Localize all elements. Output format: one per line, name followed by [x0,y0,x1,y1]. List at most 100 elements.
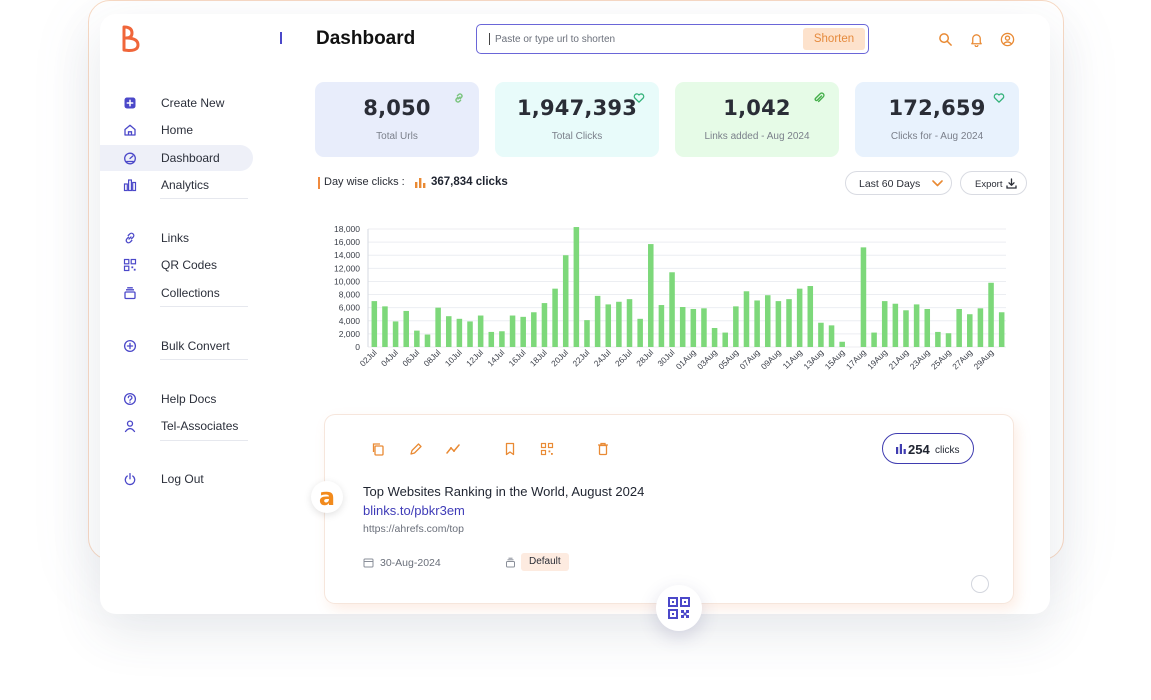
chart-bar[interactable] [414,330,420,347]
chart-bar[interactable] [658,305,665,347]
sidebar-toggle[interactable] [280,32,282,44]
date-range-select[interactable]: Last 60 Days [845,171,952,195]
chart-bar[interactable] [541,303,548,347]
chart-bar[interactable] [594,295,601,347]
chart-bar[interactable] [871,332,877,347]
chart-bar[interactable] [435,307,441,347]
chart-bar[interactable] [701,308,707,347]
sidebar-item-log-out[interactable]: Log Out [100,466,253,492]
search-icon[interactable] [938,32,953,47]
chart-bar[interactable] [945,333,952,347]
sidebar-item-help-docs[interactable]: Help Docs [100,386,253,412]
sidebar-item-qr-codes[interactable]: QR Codes [100,252,253,278]
copy-icon[interactable] [371,442,385,456]
chart-bar[interactable] [669,272,675,347]
chart-bar[interactable] [531,312,537,347]
chart-bar[interactable] [818,322,824,347]
chart-bar[interactable] [424,334,431,347]
short-url-link[interactable]: blinks.to/pbkr3em [363,503,465,518]
chart-bar[interactable] [796,288,803,347]
chart-bar[interactable] [371,301,378,347]
chart-bar[interactable] [467,321,473,347]
brand-logo-icon[interactable] [120,24,142,56]
chart-bar[interactable] [860,247,867,347]
chart-bar[interactable] [881,301,888,347]
chart-bar[interactable] [499,331,505,347]
chart-bar[interactable] [828,325,835,347]
sidebar-item-home[interactable]: Home [100,117,253,143]
qr-code-icon[interactable] [540,442,554,456]
sidebar-item-analytics[interactable]: Analytics [100,172,253,198]
chart-bar[interactable] [913,304,920,347]
x-tick-label: 10Jul [443,347,464,368]
sidebar-item-collections[interactable]: Collections [100,280,253,306]
sidebar-item-create-new[interactable]: Create New [100,90,253,116]
chart-bar[interactable] [743,291,750,347]
collection-tag[interactable]: Default [521,553,569,571]
clicks-count-badge[interactable]: 254 clicks [882,433,974,464]
chart-bar[interactable] [935,331,941,347]
chart-bar[interactable] [679,307,686,347]
chart-bar[interactable] [477,315,484,347]
chart-bar[interactable] [456,318,463,347]
chart-bar[interactable] [967,314,973,347]
plus-circle-icon [123,339,137,353]
help-circle-icon [123,392,137,406]
select-radio[interactable] [971,575,989,593]
chart-bar[interactable] [584,320,590,347]
url-input[interactable] [495,30,795,48]
chart-bar[interactable] [807,286,814,347]
link-icon [455,93,463,103]
chart-bar[interactable] [616,301,622,347]
chart-bar[interactable] [733,306,739,347]
chart-bar[interactable] [520,316,526,347]
chart-bar[interactable] [573,227,580,347]
x-tick-label: 13Aug [801,347,825,371]
chart-bar[interactable] [956,308,962,347]
x-tick-label: 08Jul [421,347,442,368]
chart-bar[interactable] [775,301,782,347]
delete-trash-icon[interactable] [596,442,610,456]
export-button[interactable]: Export [960,171,1027,195]
chart-bar[interactable] [754,300,760,347]
qr-floating-button[interactable] [656,585,702,631]
sidebar-item-bulk-convert[interactable]: Bulk Convert [100,333,253,359]
chart-bar[interactable] [648,244,654,347]
chart-bar[interactable] [562,255,569,347]
chart-bar[interactable] [552,288,558,347]
chart-bar[interactable] [988,282,994,347]
chart-bar[interactable] [605,304,612,347]
sidebar-item-links[interactable]: Links [100,225,253,251]
chart-bar[interactable] [998,312,1005,347]
chart-bar[interactable] [711,327,718,347]
sidebar-item-tel-associates[interactable]: Tel-Associates [100,413,253,439]
chart-bar[interactable] [488,331,495,347]
original-url[interactable]: https://ahrefs.com/top [363,523,464,535]
chart-bar[interactable] [445,316,452,347]
sidebar-item-dashboard[interactable]: Dashboard [100,144,253,171]
shorten-button[interactable]: Shorten [803,28,865,50]
chart-bar[interactable] [786,299,792,347]
edit-pencil-icon[interactable] [409,442,423,456]
chart-bar[interactable] [903,310,909,347]
chart-bar[interactable] [764,295,771,347]
chart-bar[interactable] [977,308,984,347]
chart-bar[interactable] [892,303,899,347]
chart-bar[interactable] [722,332,728,347]
bookmark-icon[interactable] [503,442,517,456]
chart-bar[interactable] [403,310,409,347]
chart-bar[interactable] [924,308,931,347]
chart-bar[interactable] [392,321,399,347]
user-profile-icon[interactable] [1000,32,1015,47]
analytics-trend-icon[interactable] [446,442,460,456]
chart-bar[interactable] [509,315,516,347]
chart-bar[interactable] [637,318,643,347]
chart-bar[interactable] [690,308,697,347]
stat-card: 8,050 Total Urls [315,82,479,157]
chart-bar[interactable] [382,306,388,347]
chart-bar[interactable] [626,299,633,347]
bell-icon[interactable] [969,32,984,47]
stack-icon [124,286,136,299]
chart-bar[interactable] [839,341,845,347]
accent-bar [318,177,320,189]
